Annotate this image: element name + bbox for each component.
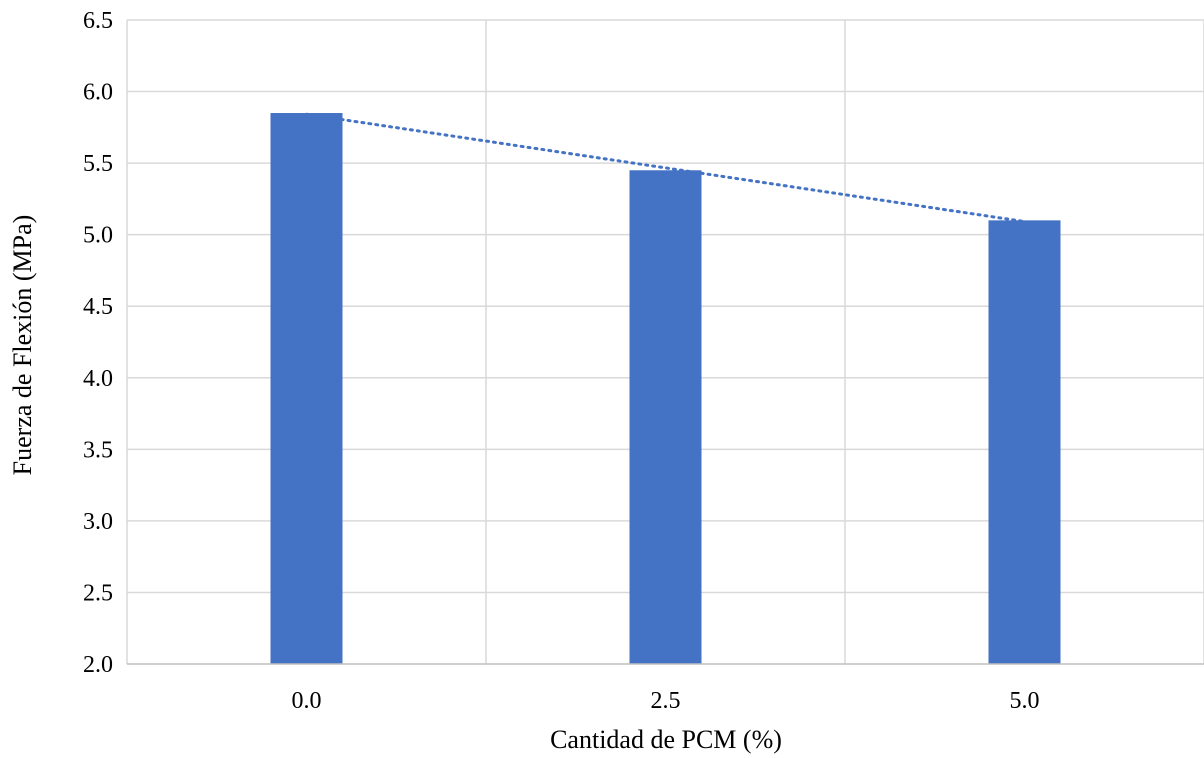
y-tick-labels: 2.0 2.5 3.0 3.5 4.0 4.5 5.0 5.5 6.0 6.5 xyxy=(83,8,113,678)
x-tick-labels: 0.0 2.5 5.0 xyxy=(292,688,1040,714)
bar xyxy=(988,220,1061,664)
bar-layer xyxy=(270,113,1061,665)
x-axis-title: Cantidad de PCM (%) xyxy=(550,725,782,754)
y-tick-label: 4.5 xyxy=(83,294,113,320)
y-tick-label: 3.5 xyxy=(83,437,113,463)
y-tick-label: 2.5 xyxy=(83,580,113,606)
trendline-layer xyxy=(305,112,1026,224)
y-tick-label: 6.0 xyxy=(83,80,113,106)
bar xyxy=(629,170,702,664)
x-tick-label: 0.0 xyxy=(292,688,322,714)
y-tick-label: 5.0 xyxy=(83,223,113,249)
y-tick-label: 4.0 xyxy=(83,366,113,392)
y-tick-label: 2.0 xyxy=(83,652,113,678)
bar xyxy=(270,113,343,665)
y-tick-label: 6.5 xyxy=(83,8,113,34)
y-tick-label: 5.5 xyxy=(83,151,113,177)
y-tick-label: 3.0 xyxy=(83,509,113,535)
trendline xyxy=(305,112,1026,224)
x-tick-label: 5.0 xyxy=(1010,688,1040,714)
x-tick-label: 2.5 xyxy=(651,688,681,714)
y-axis-title: Fuerza de Flexión (MPa) xyxy=(8,215,37,476)
